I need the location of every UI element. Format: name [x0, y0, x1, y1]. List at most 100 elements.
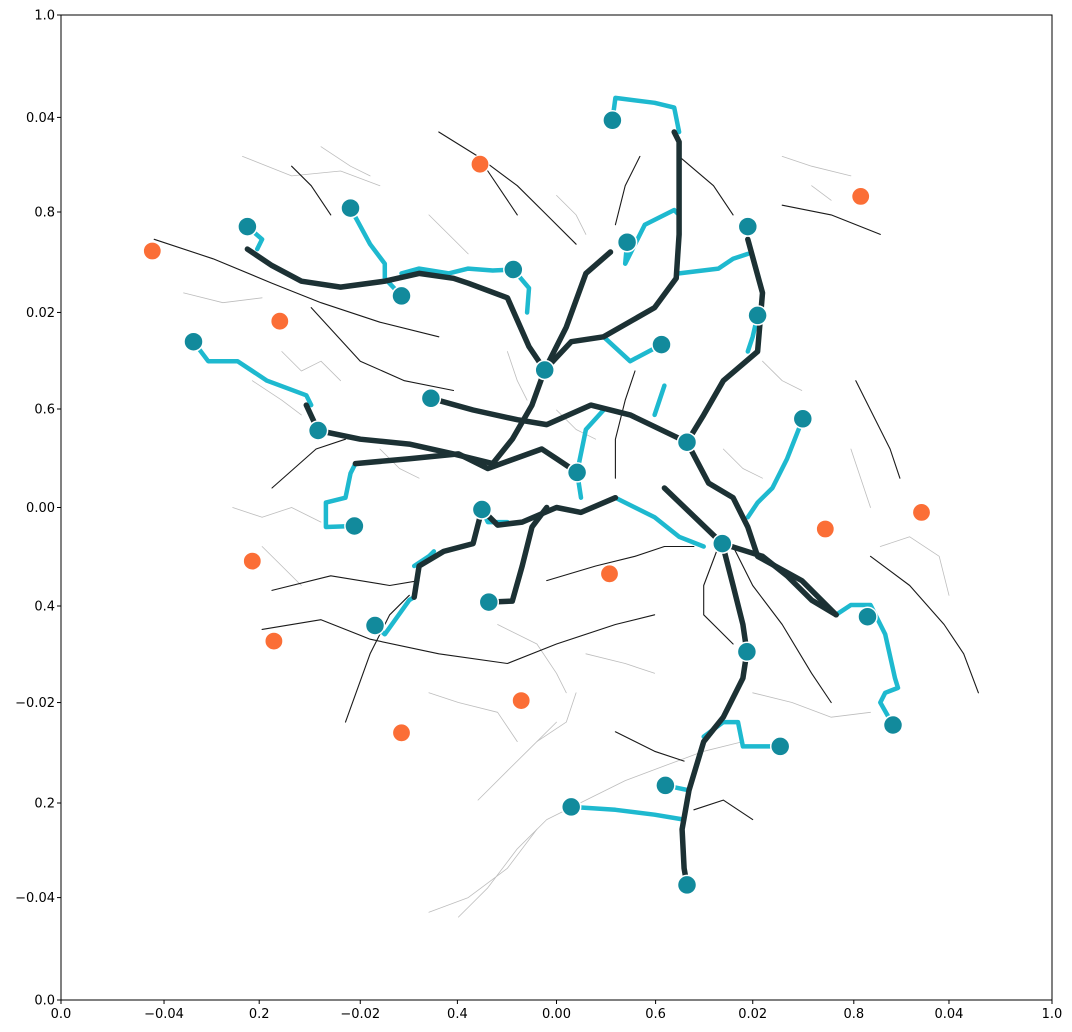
outer-x-tick-label-5: 1.0	[1042, 1007, 1063, 1022]
trunk-line-1	[303, 249, 614, 467]
trunk-line-4	[411, 494, 619, 600]
station-point-10	[183, 331, 204, 352]
major-road-3	[271, 575, 420, 591]
trunk-line-7	[719, 540, 839, 618]
station-point-4	[503, 259, 524, 280]
candidate-point-2	[470, 154, 490, 174]
minor-road-1	[320, 146, 371, 177]
trunk-line-8	[684, 236, 766, 445]
station-point-16	[471, 499, 493, 520]
branch-line-16	[411, 549, 437, 569]
station-point-22	[857, 606, 878, 627]
outer-x-tick-label-4: 0.8	[843, 1007, 864, 1022]
inner-x-tick-label-2: 0.00	[542, 1007, 571, 1022]
major-road-8	[438, 131, 577, 245]
major-road-18	[291, 165, 332, 216]
axes-layer: 0.0 0.2 0.4 0.6 0.8 1.0 0.0 0.2 0.4 0.6 0.8 1.0 −0.0…	[15, 9, 1062, 1023]
station-point-17	[344, 515, 365, 537]
outer-y-tick-label-0: 0.0	[34, 994, 55, 1009]
branch-line-4	[348, 205, 404, 299]
branch-line-13	[613, 495, 706, 549]
minor-road-25	[762, 360, 803, 391]
outer-y-tick-label-2: 0.4	[34, 600, 55, 615]
minor-road-16	[752, 692, 871, 718]
major-road-6	[546, 545, 695, 582]
station-point-0	[602, 110, 623, 131]
branch-line-9	[652, 383, 667, 418]
inner-y-tick-label-0: −0.04	[15, 891, 55, 906]
station-point-24	[769, 736, 791, 757]
major-road-19	[614, 370, 636, 479]
inner-y-tick-label-2: 0.00	[26, 501, 55, 516]
branch-line-18	[833, 602, 901, 728]
candidate-point-10	[391, 723, 412, 743]
major-road-2	[271, 438, 347, 489]
station-point-9	[534, 359, 555, 381]
minor-road-2	[183, 292, 263, 304]
candidate-point-9	[511, 690, 531, 711]
minor-road-7	[458, 741, 744, 918]
station-point-19	[478, 591, 500, 613]
candidate-points-layer	[142, 154, 932, 743]
inner-y-tick-label-3: 0.02	[26, 306, 55, 321]
major-road-10	[678, 155, 734, 216]
minor-road-21	[281, 351, 341, 382]
station-point-3	[391, 285, 412, 307]
minor-road-24	[722, 448, 763, 479]
minor-road-9	[477, 721, 557, 801]
minor-roads-layer	[183, 146, 950, 918]
major-road-12	[855, 380, 901, 479]
candidate-point-5	[815, 519, 835, 539]
station-point-12	[307, 420, 329, 441]
candidate-point-8	[264, 631, 284, 651]
major-road-9	[487, 170, 518, 216]
candidate-point-0	[142, 241, 162, 261]
trunk-line-6	[661, 485, 750, 888]
branch-lines-layer	[191, 95, 901, 822]
outer-y-tick-label-1: 0.2	[34, 797, 55, 812]
outer-x-tick-label-1: 0.2	[249, 1007, 270, 1022]
branch-line-21	[568, 804, 687, 822]
outer-x-tick-label-2: 0.4	[447, 1007, 468, 1022]
minor-road-3	[251, 380, 302, 416]
station-point-14	[792, 408, 814, 430]
branch-line-7	[191, 339, 314, 408]
major-road-11	[781, 204, 881, 235]
major-road-17	[693, 799, 754, 821]
inner-y-tick-label-1: −0.02	[15, 696, 55, 711]
branch-line-0	[610, 95, 682, 135]
minor-road-14	[507, 351, 528, 401]
branch-line-11	[574, 407, 606, 475]
candidate-point-4	[911, 502, 932, 523]
outer-y-tick-label-4: 0.8	[34, 206, 55, 221]
minor-road-22	[379, 448, 420, 479]
trunk-line-0	[244, 129, 682, 373]
branch-line-2	[676, 251, 751, 276]
minor-road-11	[497, 624, 567, 694]
major-road-7	[614, 155, 641, 226]
branch-line-14	[323, 461, 358, 530]
station-point-7	[747, 305, 768, 326]
minor-road-5	[261, 546, 302, 586]
candidate-point-6	[599, 564, 620, 584]
minor-road-20	[556, 195, 587, 235]
minor-road-18	[879, 536, 950, 596]
candidate-point-7	[242, 551, 262, 571]
minor-road-0	[242, 156, 381, 187]
trunk-line-5	[486, 504, 550, 605]
station-point-6	[737, 216, 759, 237]
major-road-0	[153, 238, 440, 338]
station-point-15	[566, 462, 588, 483]
major-roads-layer	[153, 131, 979, 821]
station-point-26	[560, 796, 582, 818]
station-point-5	[616, 231, 638, 253]
minor-road-17	[850, 448, 871, 508]
inner-x-tick-label-0: −0.04	[144, 1007, 184, 1022]
outer-x-tick-label-3: 0.6	[645, 1007, 666, 1022]
major-road-15	[703, 545, 734, 645]
minor-road-19	[428, 214, 469, 255]
outer-x-tick-label-0: 0.0	[51, 1007, 72, 1022]
outer-y-tick-label-3: 0.6	[34, 403, 55, 418]
minor-road-4	[232, 507, 322, 523]
